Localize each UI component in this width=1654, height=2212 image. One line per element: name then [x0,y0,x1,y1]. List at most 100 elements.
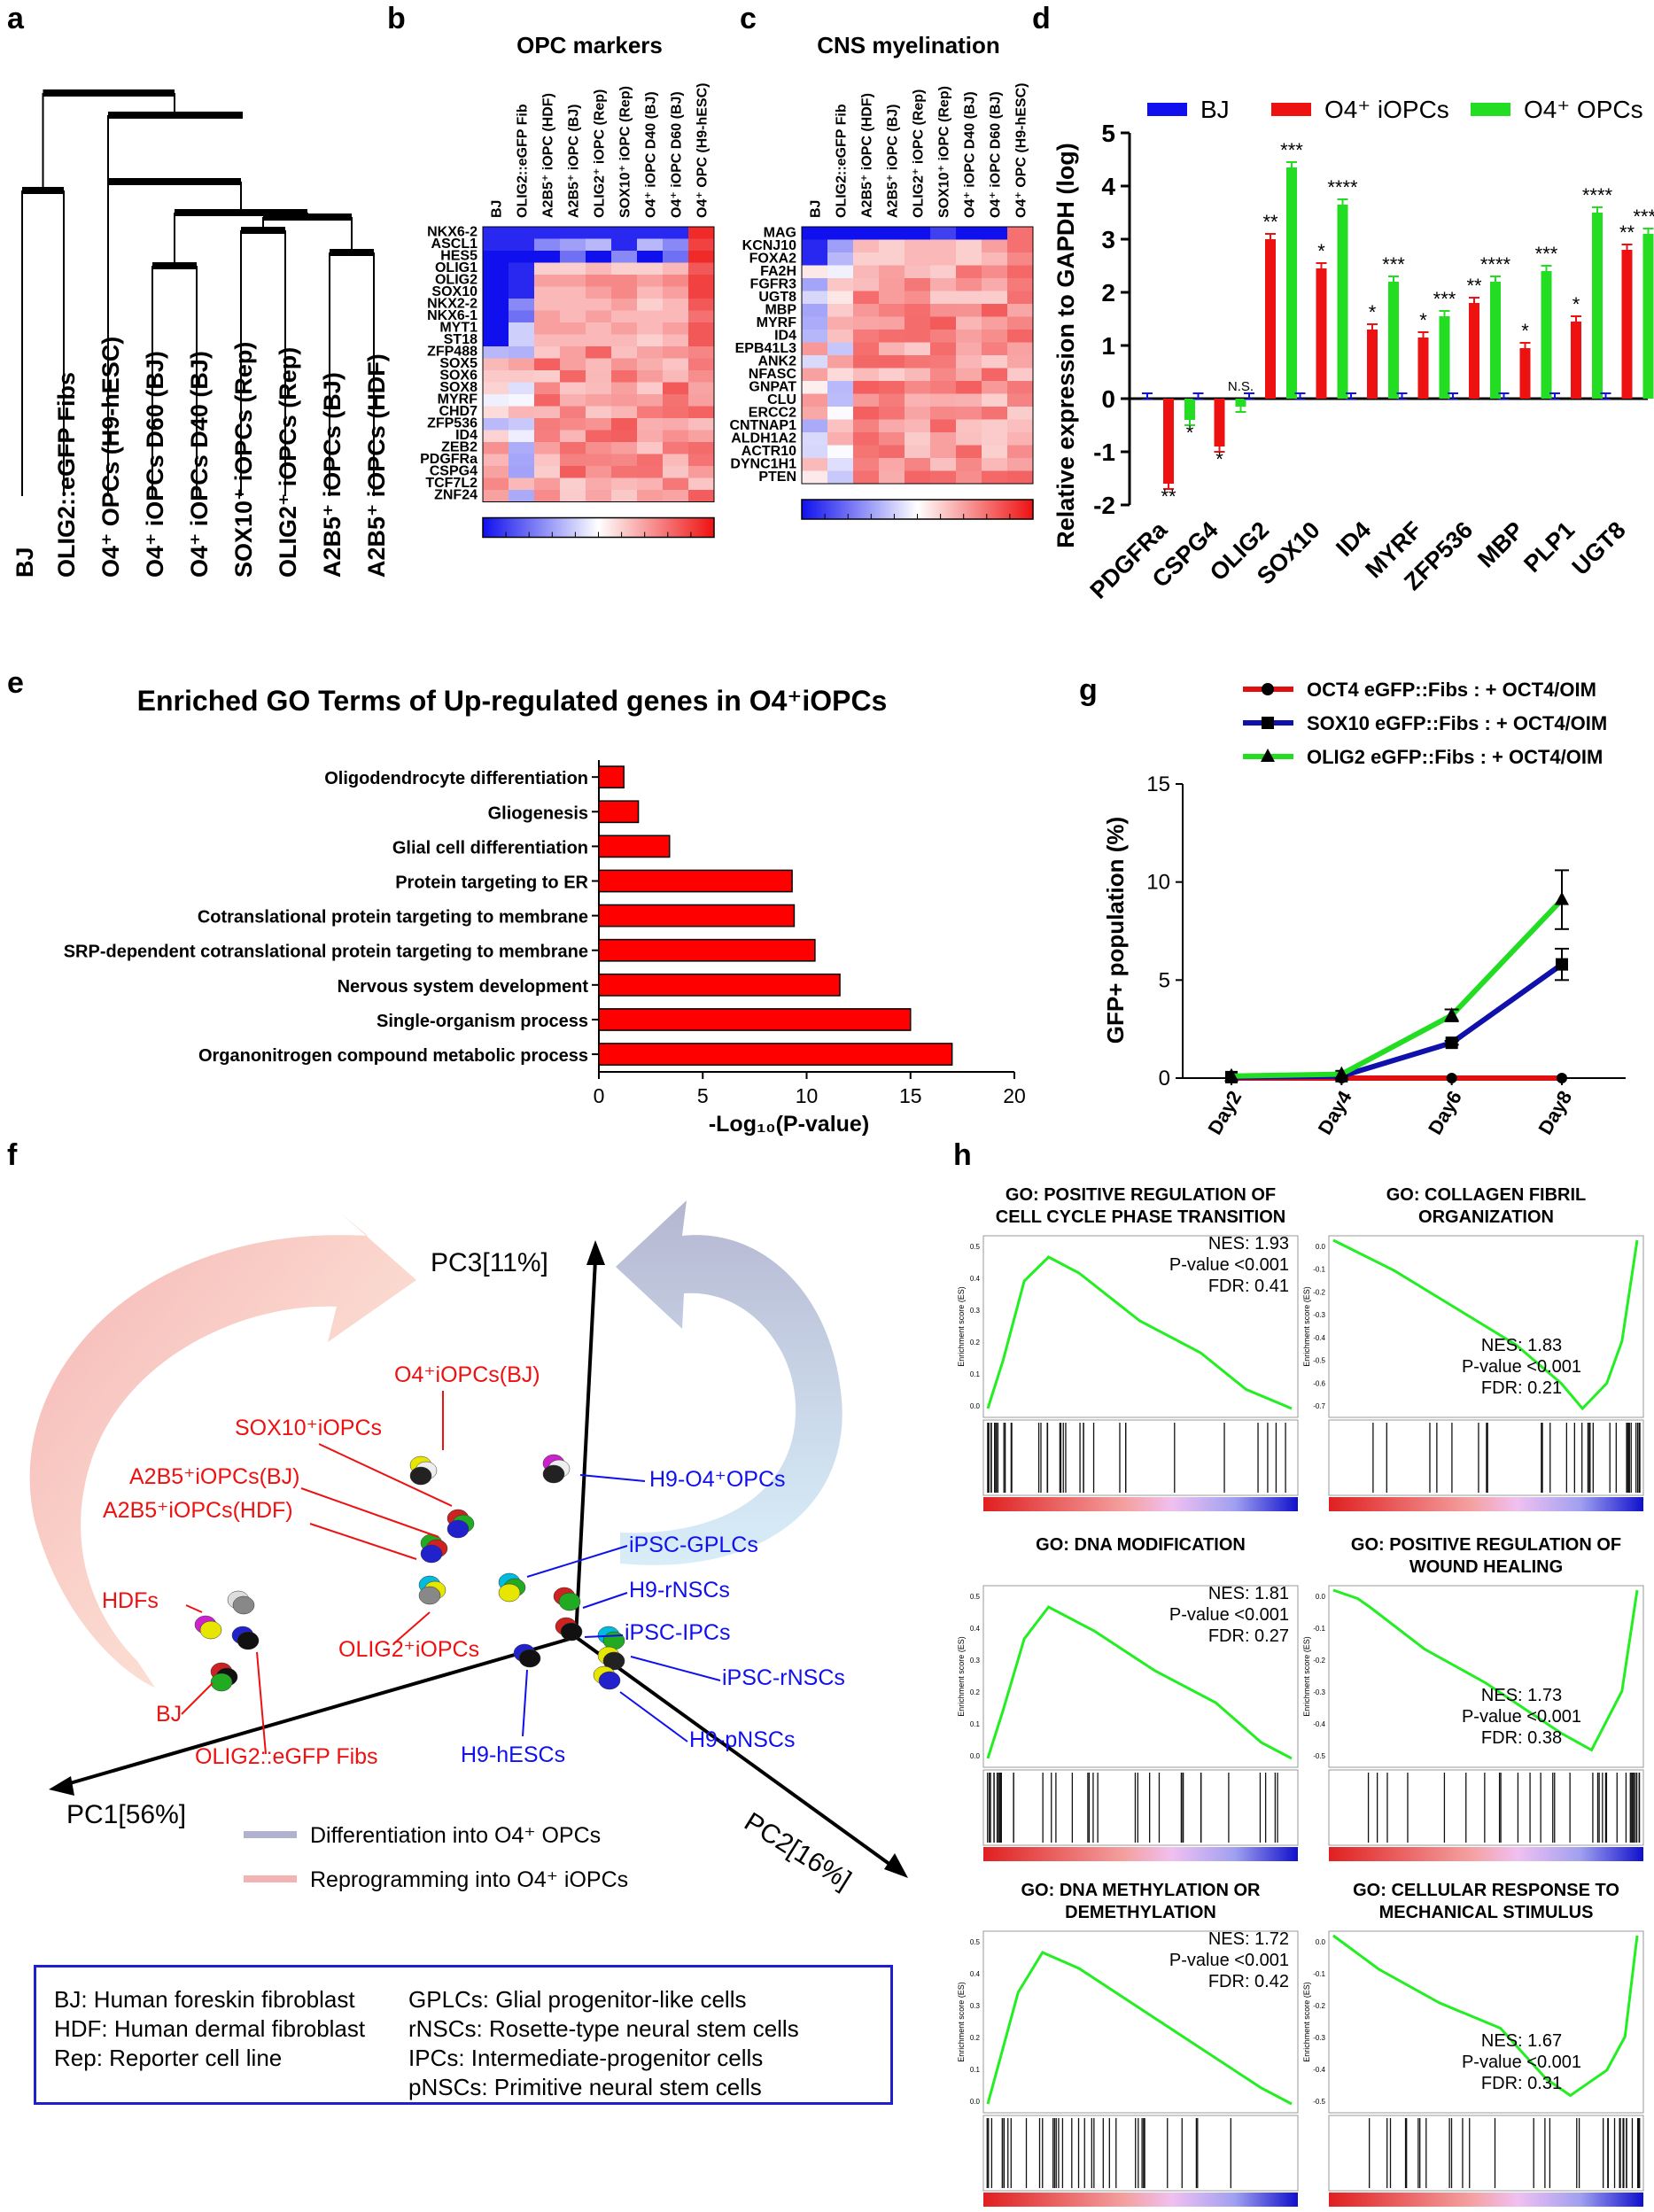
heatmap-cell [1007,252,1033,266]
heatmap-row-label-myrf: MYRF [757,315,797,330]
heatmap-cell [905,407,930,420]
x-tick-label: 20 [1003,1084,1026,1107]
heatmap-cell [853,265,879,278]
dendrogram-label-olig2-egfp-fibs: OLIG2::eGFP Fibs [53,372,80,578]
heatmap-cell [509,310,534,322]
heatmap-cell [802,419,827,432]
heatmap-column-label-bj: BJ [490,200,505,218]
heatmap-cell [982,304,1007,317]
heatmap-cell [1007,458,1033,471]
heatmap-cell [637,442,663,454]
pca-label-h9-pnscs: H9-pNSCs [689,1727,795,1752]
y-tick-label: 5 [1159,968,1170,992]
heatmap-cell [930,278,956,291]
heatmap-cell [853,304,879,317]
heatmap-cell [827,304,853,317]
sample-dot [602,1651,625,1671]
y-tick-label: 2 [1101,279,1115,307]
heatmap-cell [560,490,586,502]
bar-bj-id4 [1346,399,1356,400]
pc3-label: PC3[11%] [431,1248,548,1277]
heatmap-cell [663,370,688,383]
heatmap-cell [586,490,611,502]
heatmap-cell [663,466,688,478]
heatmap-cell [956,470,982,484]
pc2-axis [574,1635,898,1871]
abbrev-pnscs: pNSCs: Primitive neural stem cells [408,2074,762,2100]
gsea-y-tick-label: -0.1 [1313,1625,1325,1633]
bar-o4-opcs-myrf [1439,316,1450,399]
gsea-y-tick-label: -0.5 [1313,2098,1325,2106]
heatmap-cell [930,239,956,252]
heatmap-cell [982,407,1007,420]
heatmap-cell [688,346,714,359]
gsea-fdr: FDR: 0.21 [1481,1378,1562,1398]
heatmap-cell [853,227,879,240]
sample-dot [447,1519,470,1539]
x-tick-label-day8: Day8 [1534,1087,1576,1138]
heatmap-cell [586,454,611,466]
enrichment-score-curve [986,1951,1293,2106]
heatmap-cell [879,239,905,252]
heatmap-cell [509,299,534,311]
heatmap-cell [586,286,611,299]
dendrogram-label-olig2-iopcs-rep: OLIG2⁺ iOPCs (Rep) [275,347,301,578]
bar-o4-opcs-pdgfra [1184,399,1195,420]
gsea-y-tick-label: 0.0 [1316,1593,1326,1601]
heatmap-column-label-a2b5-iopc-hdf: A2B5⁺ iOPC (HDF) [860,93,875,218]
sample-dot [232,1595,255,1615]
heatmap-cell [853,458,879,471]
heatmap-cell [1007,355,1033,369]
heatmap-cell [483,370,509,383]
heatmap-cell [688,490,714,502]
heatmap-cell [905,470,930,484]
heatmap-row-label-aldh1a2: ALDH1A2 [731,431,796,446]
heatmap-cell [637,406,663,418]
gsea-nes: NES: 1.83 [1481,1336,1562,1355]
heatmap-cell [637,358,663,370]
x-tick-label-plp1: PLP1 [1518,516,1580,578]
bar-bj-cspg4 [1192,399,1204,400]
data-point [1557,1073,1567,1083]
heatmap-cell [688,275,714,287]
heatmap-cell [930,445,956,458]
enrichment-score-curve [1332,1238,1639,1411]
heatmap-column-label-o4-iopc-d40-bj: O4⁺ iOPC D40 (BJ) [963,91,978,218]
bar-bj-pdgfra [1142,399,1153,400]
heatmap-cell [930,355,956,369]
gsea-y-tick-label: 0.1 [970,1720,981,1728]
heatmap-row-label-fa2h: FA2H [760,264,796,279]
heatmap-column-label-o4-iopc-d60-bj: O4⁺ iOPC D60 (BJ) [989,91,1004,218]
heatmap-cell [611,490,637,502]
legend-marker [1262,717,1274,729]
heatmap-cell [586,299,611,311]
heatmap-cell [483,454,509,466]
heatmap-cell [930,393,956,407]
heatmap-cell [688,477,714,490]
heatmap-cell [853,252,879,266]
heatmap-cell [905,355,930,369]
heatmap-cell [956,291,982,304]
heatmap-cell [879,342,905,355]
heatmap-row-label-znf24: ZNF24 [434,488,478,503]
heatmap-cell [853,239,879,252]
heatmap-cell [534,275,560,287]
heatmap-cell [509,238,534,251]
heatmap-cell [956,407,982,420]
heatmap-cell [509,382,534,394]
heatmap-cell [905,445,930,458]
heatmap-cell [1007,470,1033,484]
heatmap-row-label-ercc2: ERCC2 [749,406,796,421]
heatmap-cell [509,346,534,359]
significance-label: *** [1433,288,1456,310]
heatmap-cell [905,291,930,304]
heatmap-cell [802,458,827,471]
heatmap-cell [1007,419,1033,432]
heatmap-cell [827,316,853,330]
heatmap-column-label-o4-iopc-d40-bj: O4⁺ iOPC D40 (BJ) [644,91,659,218]
heatmap-cell [688,238,714,251]
heatmap-cell [688,251,714,263]
leader-line [318,1443,453,1507]
dendrogram-node [108,178,241,185]
heatmap-cell [879,381,905,394]
